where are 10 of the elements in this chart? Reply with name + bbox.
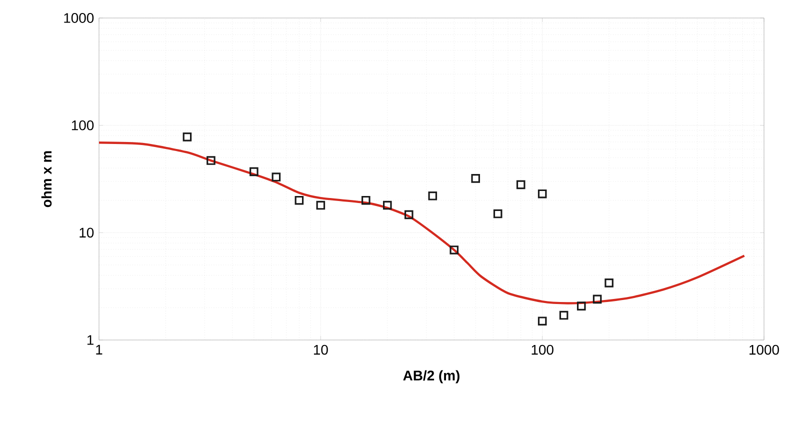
y-tick-label: 1 <box>87 335 94 345</box>
y-tick-label: 1000 <box>64 13 94 23</box>
x-tick-label: 10 <box>314 344 328 355</box>
y-tick-label: 10 <box>80 228 94 238</box>
x-tick-label: 1 <box>96 344 102 354</box>
y-tick-label: 100 <box>72 120 94 130</box>
x-axis-title: AB/2 (m) <box>403 370 460 384</box>
y-axis-title: ohm x m <box>41 151 52 208</box>
x-tick-label: 100 <box>532 344 554 355</box>
x-tick-label: 1000 <box>750 344 779 355</box>
